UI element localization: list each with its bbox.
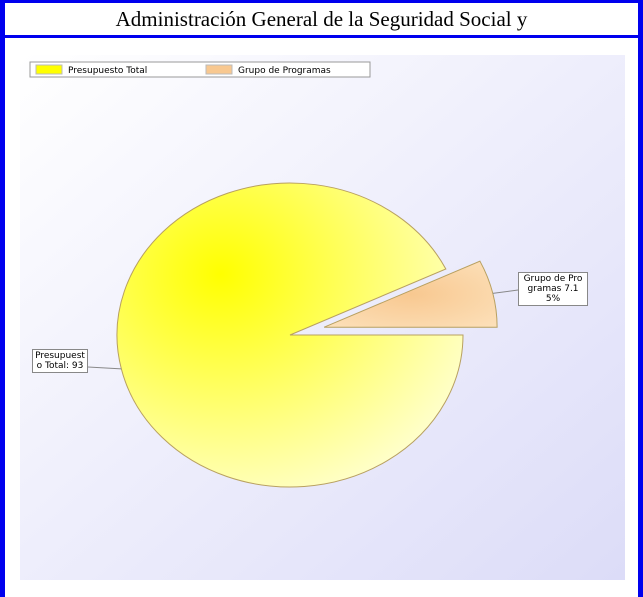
page-title: Administración General de la Seguridad S… (5, 3, 638, 38)
legend-swatch (205, 64, 233, 75)
pie-slice (116, 182, 464, 488)
legend (29, 61, 371, 78)
legend-label: Grupo de Programas (238, 66, 331, 76)
legend-swatch (35, 64, 63, 75)
legend-label: Presupuesto Total (68, 66, 147, 76)
leader-line (492, 289, 519, 294)
data-label: Grupo de Programas 7.15% (518, 272, 588, 306)
data-label: Presupuesto Total: 93 (32, 349, 88, 373)
leader-line (87, 366, 122, 370)
